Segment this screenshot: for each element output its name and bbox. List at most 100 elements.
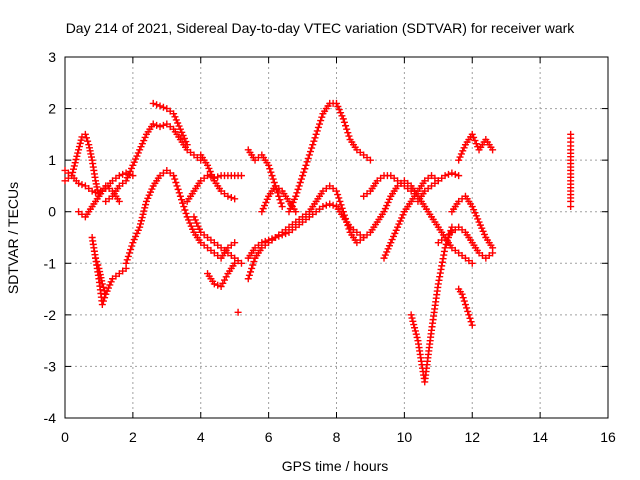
data-point	[463, 304, 471, 312]
data-point	[190, 213, 198, 221]
data-point	[174, 119, 182, 127]
data-point	[333, 187, 340, 195]
data-point	[451, 170, 459, 178]
data-point	[278, 203, 286, 211]
data-point	[136, 223, 144, 231]
data-point	[337, 109, 345, 117]
data-point	[468, 259, 476, 267]
data-point	[134, 226, 142, 234]
data-point	[275, 192, 283, 200]
data-point	[170, 110, 178, 118]
data-point	[183, 141, 191, 149]
data-point	[464, 307, 472, 315]
data-point	[392, 226, 400, 234]
data-point	[101, 294, 109, 302]
data-point	[234, 308, 242, 316]
data-point	[396, 217, 404, 225]
data-point	[159, 103, 167, 111]
y-tick-label: 2	[48, 101, 56, 117]
data-point	[122, 177, 130, 185]
data-point	[455, 156, 463, 164]
data-point	[182, 209, 190, 217]
y-tick-label: -3	[44, 358, 57, 374]
data-point	[130, 158, 138, 166]
data-point	[311, 134, 319, 142]
data-point	[471, 209, 479, 217]
data-point	[336, 197, 344, 205]
data-point	[123, 174, 131, 182]
data-point	[383, 202, 391, 210]
y-tick-label: 0	[48, 204, 56, 220]
data-point	[182, 138, 190, 146]
data-point	[153, 101, 161, 109]
data-point	[140, 137, 148, 145]
data-point	[313, 127, 321, 135]
data-point	[170, 172, 178, 180]
data-point	[366, 156, 374, 164]
data-point	[173, 182, 181, 190]
data-point	[149, 99, 157, 107]
data-point	[274, 189, 282, 197]
data-point	[302, 161, 310, 169]
data-point	[210, 280, 218, 288]
data-point	[176, 125, 184, 133]
data-point	[115, 172, 123, 180]
data-point	[459, 294, 467, 302]
data-point	[172, 178, 180, 186]
data-point	[99, 283, 107, 291]
data-point	[467, 318, 475, 326]
data-point	[128, 164, 136, 172]
data-point	[343, 125, 351, 133]
data-point	[171, 175, 179, 183]
data-point	[384, 245, 392, 253]
data-point	[337, 201, 345, 209]
data-point	[141, 204, 149, 212]
data-point	[270, 178, 278, 186]
data-point	[265, 161, 273, 169]
data-point	[178, 128, 186, 136]
x-tick-label: 8	[333, 429, 341, 445]
y-tick-label: -4	[44, 410, 57, 426]
data-point	[326, 200, 334, 208]
data-point	[385, 242, 393, 250]
data-point	[478, 224, 486, 232]
data-point	[442, 240, 450, 248]
grid-lines	[65, 57, 608, 418]
data-point	[380, 254, 388, 262]
data-point	[204, 172, 212, 180]
x-tick-label: 16	[600, 429, 616, 445]
data-point	[137, 217, 145, 225]
y-tick-label: -1	[44, 255, 57, 271]
data-point	[204, 161, 212, 169]
data-point	[489, 146, 497, 154]
data-point	[98, 301, 106, 309]
data-point	[472, 212, 480, 220]
data-point	[465, 311, 473, 319]
data-point	[277, 199, 285, 207]
data-point	[129, 161, 137, 169]
data-point	[124, 252, 132, 260]
data-point	[474, 215, 482, 223]
data-point	[285, 208, 293, 216]
data-point	[119, 170, 127, 178]
data-point	[297, 175, 305, 183]
data-point	[92, 254, 100, 262]
data-point	[231, 259, 239, 267]
data-point	[390, 232, 398, 240]
data-point	[339, 115, 347, 123]
data-point	[290, 195, 298, 203]
data-point	[468, 130, 476, 138]
data-point	[466, 314, 474, 322]
data-point	[276, 196, 284, 204]
data-point	[303, 158, 311, 166]
data-point	[221, 276, 229, 284]
data-point	[479, 227, 487, 235]
data-point	[294, 185, 302, 193]
data-point	[132, 155, 140, 163]
data-point	[194, 222, 202, 230]
data-point	[489, 244, 497, 252]
data-point	[214, 173, 222, 181]
data-points	[61, 99, 575, 386]
data-point	[93, 258, 101, 266]
